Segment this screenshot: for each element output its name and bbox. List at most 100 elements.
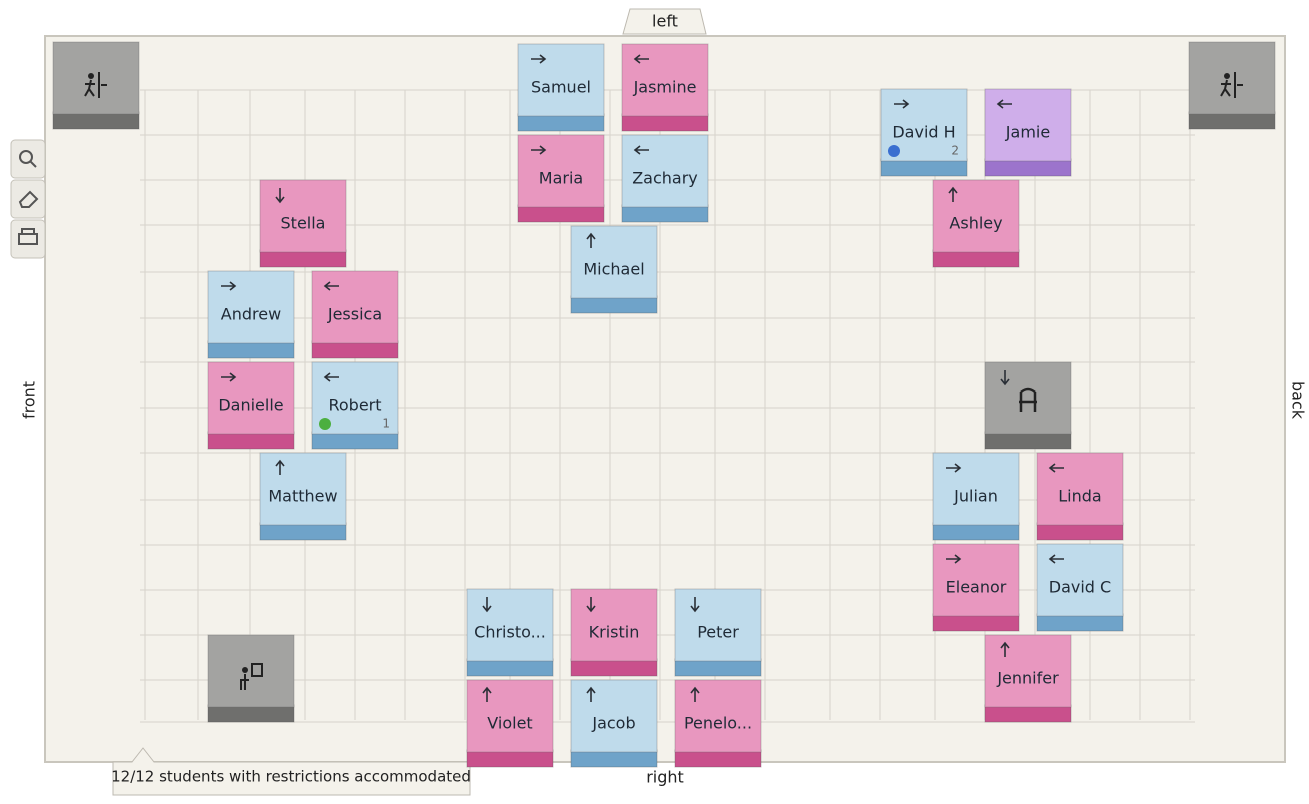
student-name: Zachary [632, 169, 698, 188]
student-desk[interactable]: Andrew [207, 270, 295, 359]
desk-top [517, 134, 605, 208]
facing-arrow [946, 463, 962, 473]
facing-arrow [633, 145, 649, 155]
student-desk[interactable]: Kristin [570, 588, 658, 677]
student-name: Michael [583, 260, 644, 279]
desk-side [674, 658, 762, 677]
student-desk[interactable]: Matthew [259, 452, 347, 541]
desk-side [517, 113, 605, 132]
seat-badge: 1 [382, 417, 390, 431]
student-name: Jasmine [633, 78, 697, 97]
desk-side [932, 249, 1020, 268]
student-desk[interactable]: Ashley [932, 179, 1020, 268]
print-button[interactable] [10, 219, 46, 259]
student-name: Julian [953, 487, 998, 506]
student-name: Jessica [327, 305, 382, 324]
toolbar [10, 139, 46, 259]
desk-top [1036, 543, 1124, 617]
desk-top [984, 88, 1072, 162]
restriction-dot [888, 145, 900, 157]
student-desk[interactable]: Jessica [311, 270, 399, 359]
facing-arrow [323, 372, 339, 382]
student-name: Jennifer [996, 669, 1059, 688]
student-desk[interactable]: Jamie [984, 88, 1072, 177]
student-name: Christo... [474, 623, 546, 642]
student-desk[interactable]: Eleanor [932, 543, 1020, 632]
desk-top [984, 634, 1072, 708]
desk-top [984, 361, 1072, 435]
chair-spot [984, 361, 1072, 450]
desk-side [259, 249, 347, 268]
student-desk[interactable]: Julian [932, 452, 1020, 541]
student-desk[interactable]: Jasmine [621, 43, 709, 132]
seat-badge: 2 [951, 144, 959, 158]
desk-top [517, 43, 605, 117]
desk-top [932, 452, 1020, 526]
student-desk[interactable]: Christo... [466, 588, 554, 677]
student-name: Penelo... [684, 714, 752, 733]
eraser-button[interactable] [10, 179, 46, 219]
student-name: Maria [539, 169, 583, 188]
desk-top [311, 270, 399, 344]
desk-side [570, 749, 658, 768]
student-desk[interactable]: Violet [466, 679, 554, 768]
desk-top [52, 41, 140, 115]
desk-side [517, 204, 605, 223]
desk-side [1188, 111, 1276, 130]
student-name: Violet [487, 714, 532, 733]
student-desk[interactable]: Linda [1036, 452, 1124, 541]
student-desk[interactable]: Maria [517, 134, 605, 223]
facing-arrow [531, 145, 547, 155]
facing-arrow [221, 372, 237, 382]
desk-side [207, 431, 295, 450]
student-desk[interactable]: Samuel [517, 43, 605, 132]
student-desk[interactable]: Stella [259, 179, 347, 268]
student-desk[interactable]: Danielle [207, 361, 295, 450]
facing-arrow [1000, 370, 1010, 386]
desk-side [621, 113, 709, 132]
student-desk[interactable]: Michael [570, 225, 658, 314]
desk-top [674, 679, 762, 753]
desk-side [207, 704, 295, 723]
exit-icon [84, 72, 107, 98]
student-desk[interactable]: Jennifer [984, 634, 1072, 723]
facing-arrow [1000, 641, 1010, 657]
student-desk[interactable]: Penelo... [674, 679, 762, 768]
facing-arrow [586, 232, 596, 248]
facing-arrow [482, 686, 492, 702]
facing-arrow [633, 54, 649, 64]
student-desk[interactable]: David H 2 [880, 88, 968, 177]
desk-top [621, 134, 709, 208]
desk-side [984, 431, 1072, 450]
student-name: Ashley [949, 214, 1002, 233]
facing-arrow [690, 686, 700, 702]
desk-side [932, 613, 1020, 632]
student-name: David C [1049, 578, 1111, 597]
student-desk[interactable]: Zachary [621, 134, 709, 223]
desk-side [466, 749, 554, 768]
student-desk[interactable]: Peter [674, 588, 762, 677]
exit-door [1188, 41, 1276, 130]
facing-arrow [946, 554, 962, 564]
desk-side [932, 522, 1020, 541]
desk-side [207, 340, 295, 359]
exit-door [52, 41, 140, 130]
facing-arrow [275, 459, 285, 475]
chair-icon [1019, 387, 1037, 412]
student-desk[interactable]: David C [1036, 543, 1124, 632]
student-name: Peter [697, 623, 739, 642]
teacher-icon [240, 663, 263, 690]
search-button[interactable] [10, 139, 46, 179]
restriction-dot [319, 418, 331, 430]
bottom-label: right [646, 768, 684, 787]
desk-side [1036, 522, 1124, 541]
desk-top [570, 679, 658, 753]
exit-icon [1220, 72, 1243, 98]
desk-top [570, 225, 658, 299]
student-desk[interactable]: Jacob [570, 679, 658, 768]
student-name: Jamie [1005, 123, 1050, 142]
teacher-desk [207, 634, 295, 723]
student-name: Samuel [531, 78, 591, 97]
facing-arrow [996, 99, 1012, 109]
